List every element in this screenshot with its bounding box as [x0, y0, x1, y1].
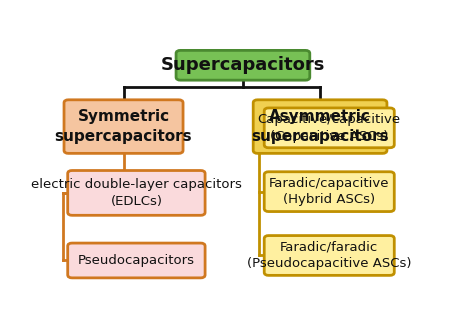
FancyBboxPatch shape [264, 172, 394, 212]
FancyBboxPatch shape [264, 108, 394, 148]
FancyBboxPatch shape [68, 243, 205, 278]
FancyBboxPatch shape [176, 50, 310, 80]
Text: Supercapacitors: Supercapacitors [161, 56, 325, 74]
Text: Faradic/faradic
(Pseudocapacitive ASCs): Faradic/faradic (Pseudocapacitive ASCs) [247, 241, 411, 270]
FancyBboxPatch shape [64, 100, 183, 153]
FancyBboxPatch shape [264, 236, 394, 275]
FancyBboxPatch shape [253, 100, 387, 153]
Text: Symmetric
supercapacitors: Symmetric supercapacitors [55, 110, 192, 144]
Text: Asymmetric
supercapacitors: Asymmetric supercapacitors [251, 110, 389, 144]
Text: electric double-layer capacitors
(EDLCs): electric double-layer capacitors (EDLCs) [31, 178, 242, 208]
Text: Faradic/capacitive
(Hybrid ASCs): Faradic/capacitive (Hybrid ASCs) [269, 177, 390, 206]
FancyBboxPatch shape [68, 171, 205, 215]
Text: Pseudocapacitors: Pseudocapacitors [78, 254, 195, 267]
Text: Capacitive/capacitive
(Capacitive ASCs): Capacitive/capacitive (Capacitive ASCs) [258, 113, 401, 143]
